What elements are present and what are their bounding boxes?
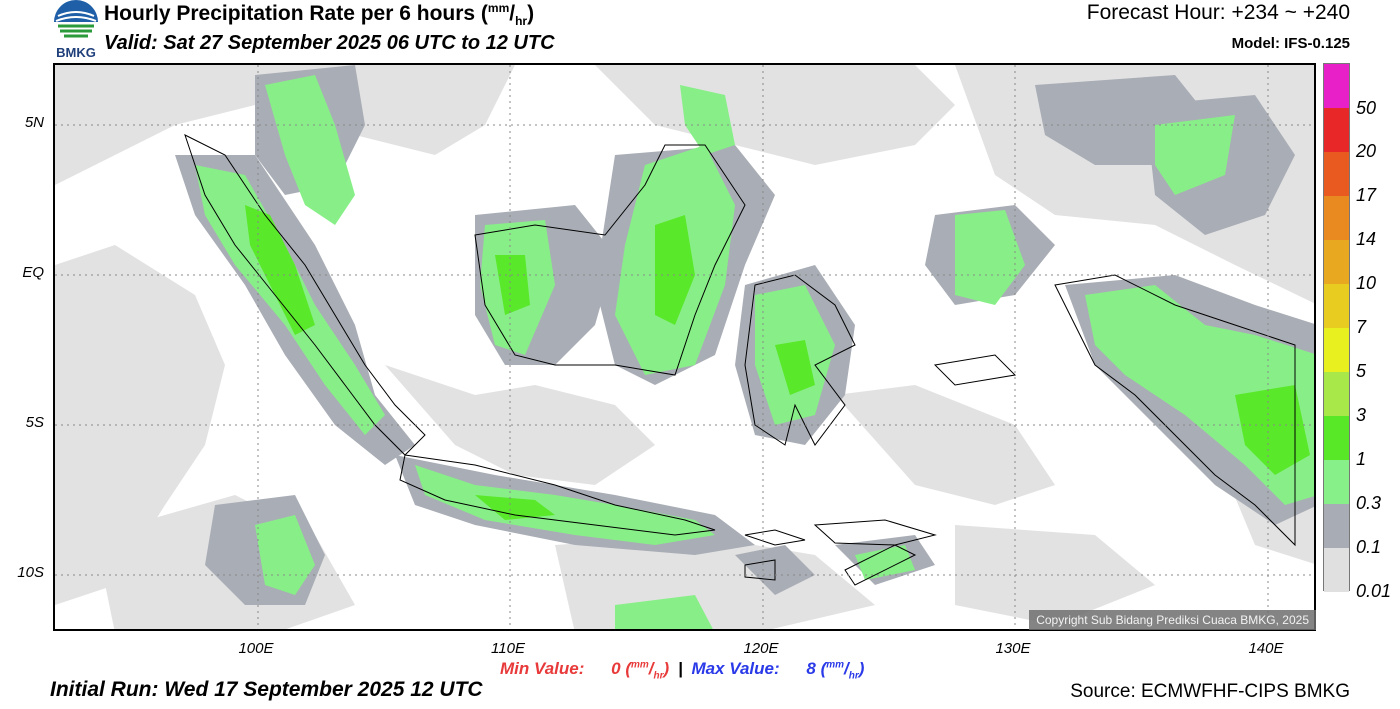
legend-label: 17 <box>1356 185 1377 205</box>
map-canvas <box>55 65 1314 629</box>
min-value-label: Min Value: <box>500 659 585 678</box>
legend-label: 1 <box>1356 449 1367 469</box>
legend-label: 50 <box>1356 98 1377 118</box>
precipitation-map[interactable] <box>53 63 1316 631</box>
legend-swatch <box>1324 284 1349 328</box>
legend-label: 0.1 <box>1356 537 1382 557</box>
legend-swatch <box>1324 548 1349 592</box>
map-gridlines <box>55 65 1314 629</box>
precip-heavy-areas <box>245 205 1310 520</box>
chart-title: Hourly Precipitation Rate per 6 hours (m… <box>104 1 535 29</box>
legend-swatch <box>1324 64 1349 108</box>
legend-label: 0.01 <box>1356 581 1392 601</box>
lat-label-10s: 10S <box>17 564 44 581</box>
legend-colorbar <box>1323 63 1350 592</box>
legend-label: 3 <box>1356 405 1367 425</box>
legend-label: 7 <box>1356 317 1367 337</box>
lon-label-100e: 100E <box>238 640 274 657</box>
lat-label-eq: EQ <box>22 264 44 281</box>
lon-label-130e: 130E <box>995 640 1031 657</box>
min-value: 0 <box>611 659 621 678</box>
legend-swatch <box>1324 504 1349 548</box>
valid-time: Valid: Sat 27 September 2025 06 UTC to 1… <box>104 32 555 54</box>
lat-label-5s: 5S <box>25 414 44 431</box>
legend-swatch <box>1324 460 1349 504</box>
legend-swatch <box>1324 108 1349 152</box>
bmkg-logo: BMKG <box>50 0 102 60</box>
lon-label-120e: 120E <box>743 640 779 657</box>
max-value-label: Max Value: <box>691 659 780 678</box>
lat-label-5n: 5N <box>24 114 44 131</box>
legend-swatch <box>1324 196 1349 240</box>
legend-label: 10 <box>1356 273 1377 293</box>
svg-text:BMKG: BMKG <box>56 45 96 60</box>
lon-label-140e: 140E <box>1248 640 1284 657</box>
bmkg-globe-icon: BMKG <box>54 0 98 60</box>
initial-run: Initial Run: Wed 17 September 2025 12 UT… <box>50 678 483 701</box>
legend-swatch <box>1324 372 1349 416</box>
precip-moderate-areas <box>195 75 1314 629</box>
legend-label: 5 <box>1356 361 1367 381</box>
model-label: Model: IFS-0.125 <box>1231 35 1350 52</box>
legend-label: 0.3 <box>1356 493 1382 513</box>
legend-label: 20 <box>1356 141 1377 161</box>
legend-swatch <box>1324 240 1349 284</box>
copyright-note: Copyright Sub Bidang Prediksi Cuaca BMKG… <box>1029 610 1316 630</box>
legend-swatch <box>1324 152 1349 196</box>
data-source: Source: ECMWFHF-CIPS BMKG <box>1070 681 1350 702</box>
lon-label-110e: 110E <box>491 640 525 657</box>
legend-swatch <box>1324 416 1349 460</box>
min-max-summary: Min Value: 0 (mm/hr) | Max Value: 8 (mm/… <box>500 659 865 682</box>
legend-label: 14 <box>1356 229 1377 249</box>
max-value: 8 <box>806 659 816 678</box>
forecast-hour: Forecast Hour: +234 ~ +240 <box>1086 1 1350 24</box>
legend-swatch <box>1324 328 1349 372</box>
